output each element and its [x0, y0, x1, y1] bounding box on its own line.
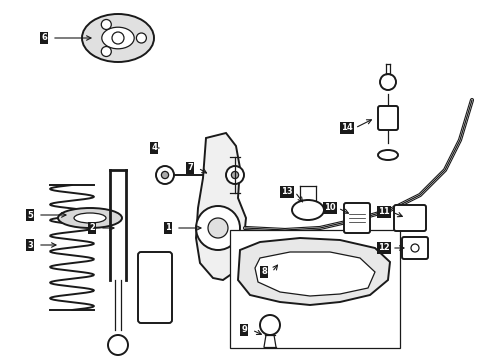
Text: 6: 6	[41, 33, 47, 42]
Ellipse shape	[74, 213, 106, 223]
Text: 8: 8	[261, 267, 267, 276]
Circle shape	[380, 74, 396, 90]
Ellipse shape	[82, 14, 154, 62]
Circle shape	[101, 46, 111, 57]
FancyBboxPatch shape	[378, 106, 398, 130]
Circle shape	[226, 166, 244, 184]
Ellipse shape	[58, 208, 122, 228]
FancyBboxPatch shape	[402, 237, 428, 259]
Text: 13: 13	[281, 188, 293, 197]
Text: 9: 9	[241, 325, 247, 334]
Text: 1: 1	[165, 224, 171, 233]
Polygon shape	[196, 133, 246, 280]
Circle shape	[231, 171, 239, 179]
Text: 7: 7	[187, 163, 193, 172]
Text: 11: 11	[378, 207, 390, 216]
Ellipse shape	[292, 200, 324, 220]
Circle shape	[208, 218, 228, 238]
Circle shape	[260, 315, 280, 335]
Ellipse shape	[378, 150, 398, 160]
Text: 3: 3	[27, 240, 33, 249]
Polygon shape	[238, 238, 390, 305]
Text: 2: 2	[89, 224, 95, 233]
Circle shape	[136, 33, 147, 43]
Ellipse shape	[102, 27, 134, 49]
FancyBboxPatch shape	[344, 203, 370, 233]
Circle shape	[156, 166, 174, 184]
Polygon shape	[255, 252, 375, 296]
Circle shape	[108, 335, 128, 355]
Circle shape	[101, 19, 111, 30]
Text: 10: 10	[324, 203, 336, 212]
Text: 4: 4	[151, 144, 157, 153]
FancyBboxPatch shape	[138, 252, 172, 323]
Circle shape	[161, 171, 169, 179]
FancyBboxPatch shape	[394, 205, 426, 231]
Text: 5: 5	[27, 211, 33, 220]
Bar	[230, 230, 400, 348]
Text: 14: 14	[341, 123, 353, 132]
Text: 12: 12	[378, 243, 390, 252]
Circle shape	[196, 206, 240, 250]
Circle shape	[112, 32, 124, 44]
